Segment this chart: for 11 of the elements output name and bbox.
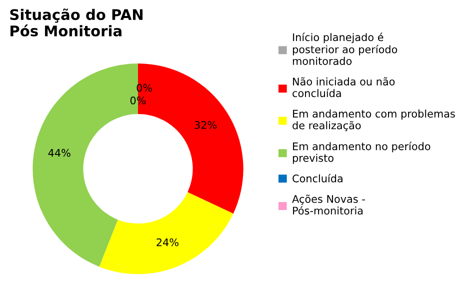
data-label: 24% <box>156 238 178 246</box>
data-label: 32% <box>194 121 217 129</box>
data-label: 44% <box>48 148 70 157</box>
legend-label: Em andamento no período previsto <box>292 142 430 164</box>
legend-label: Início planejado é posterior ao período monitorado <box>292 32 398 65</box>
legend-label: Em andamento com problemas de realização <box>292 110 455 132</box>
chart-title: Situação do PAN Pós Monitoria <box>10 8 143 36</box>
legend-label: Ações Novas - Pós-monitoria <box>292 194 365 215</box>
legend-label: Concluída <box>292 174 342 182</box>
donut-slice <box>99 192 234 274</box>
legend-label: Não iniciada ou não concluída <box>292 77 395 98</box>
